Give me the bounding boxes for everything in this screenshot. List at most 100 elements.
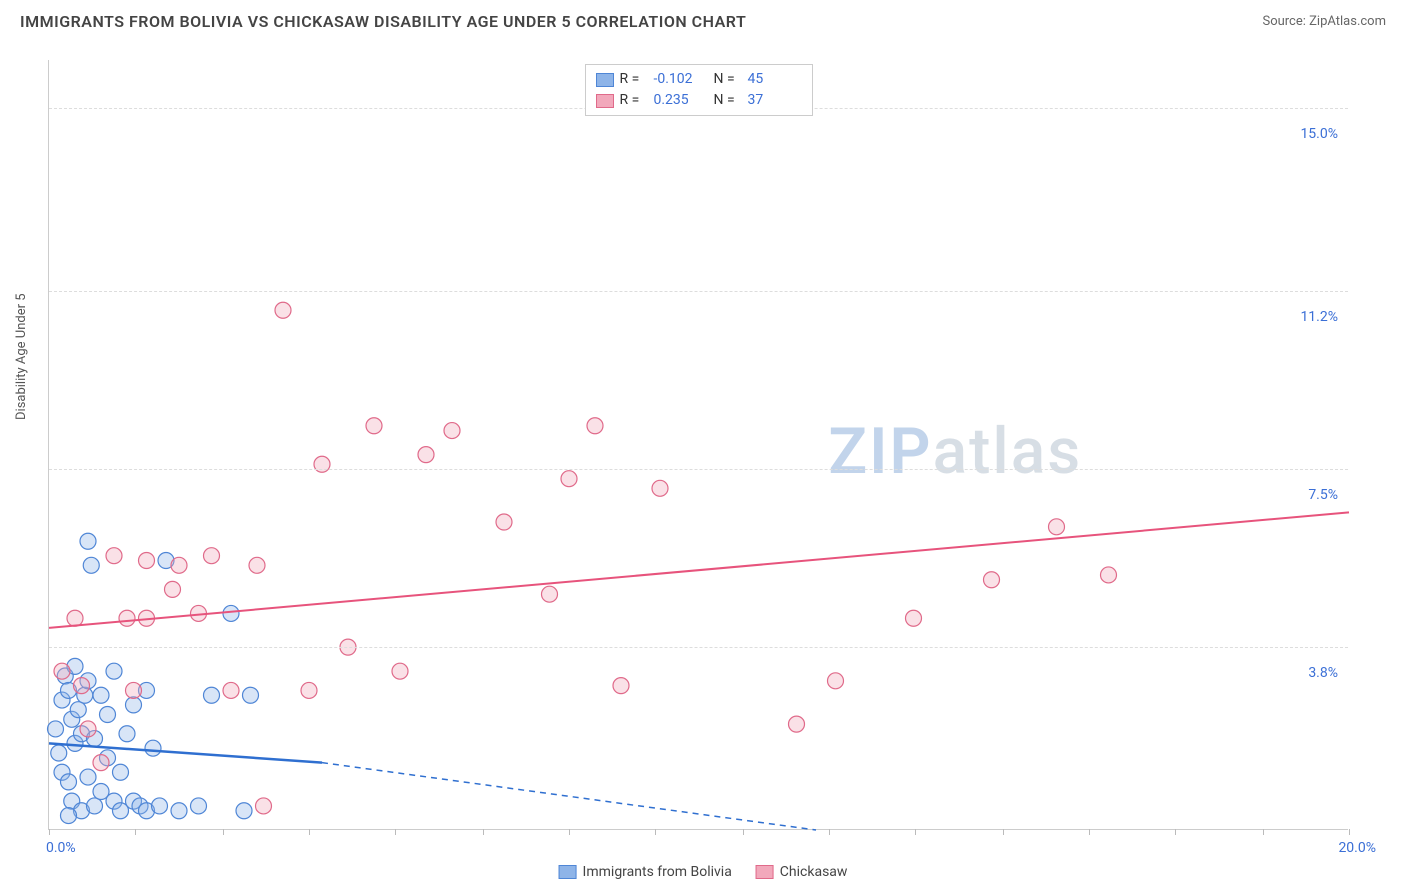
data-point	[256, 798, 272, 814]
data-point	[561, 471, 577, 487]
x-axis-max-label: 20.0%	[1338, 840, 1376, 856]
swatch-chickasaw-bottom	[756, 865, 774, 879]
data-point	[80, 533, 96, 549]
data-point	[83, 557, 99, 573]
data-point	[392, 663, 408, 679]
x-tick	[395, 829, 396, 835]
data-point	[191, 798, 207, 814]
data-point	[249, 557, 265, 573]
data-point	[106, 663, 122, 679]
data-point	[236, 803, 252, 819]
x-tick	[1175, 829, 1176, 835]
data-point	[496, 514, 512, 530]
data-point	[48, 721, 64, 737]
data-point	[204, 687, 220, 703]
data-point	[74, 678, 90, 694]
data-point	[113, 764, 129, 780]
gridline	[49, 291, 1348, 292]
x-tick	[223, 829, 224, 835]
gridline	[49, 469, 1348, 470]
y-tick-label: 11.2%	[1300, 309, 1338, 325]
data-point	[652, 480, 668, 496]
x-tick	[1263, 829, 1264, 835]
x-tick	[483, 829, 484, 835]
data-point	[171, 803, 187, 819]
data-point	[1101, 567, 1117, 583]
data-point	[54, 663, 70, 679]
data-point	[204, 548, 220, 564]
data-point	[828, 673, 844, 689]
x-tick	[135, 829, 136, 835]
data-point	[119, 610, 135, 626]
x-tick	[829, 829, 830, 835]
correlation-legend: R = -0.102 N = 45 R = 0.235 N = 37	[585, 64, 813, 116]
trendline-bolivia-dash	[322, 763, 816, 830]
data-point	[789, 716, 805, 732]
x-tick	[1003, 829, 1004, 835]
data-point	[165, 581, 181, 597]
x-tick	[309, 829, 310, 835]
legend-item-chickasaw: Chickasaw	[756, 864, 848, 880]
n-label: N =	[714, 90, 742, 111]
data-point	[223, 682, 239, 698]
data-point	[906, 610, 922, 626]
data-point	[100, 707, 116, 723]
swatch-chickasaw	[596, 94, 614, 108]
data-point	[984, 572, 1000, 588]
y-tick-label: 15.0%	[1300, 126, 1338, 142]
data-point	[61, 808, 77, 824]
data-point	[275, 302, 291, 318]
source-attribution: Source: ZipAtlas.com	[1262, 14, 1386, 29]
source-prefix: Source:	[1262, 14, 1309, 29]
r-label: R =	[620, 90, 648, 111]
x-axis-min-label: 0.0%	[46, 840, 76, 856]
x-tick	[1089, 829, 1090, 835]
data-point	[126, 682, 142, 698]
scatter-svg	[49, 60, 1348, 829]
data-point	[243, 687, 259, 703]
data-point	[106, 548, 122, 564]
legend-label-chickasaw: Chickasaw	[780, 864, 848, 880]
x-tick	[569, 829, 570, 835]
data-point	[80, 769, 96, 785]
legend-item-bolivia: Immigrants from Bolivia	[559, 864, 732, 880]
n-value-chickasaw: 37	[748, 90, 802, 111]
data-point	[152, 798, 168, 814]
data-point	[1049, 519, 1065, 535]
data-point	[366, 418, 382, 434]
n-label: N =	[714, 69, 742, 90]
series-legend: Immigrants from Bolivia Chickasaw	[559, 864, 848, 880]
data-point	[93, 687, 109, 703]
legend-row-chickasaw: R = 0.235 N = 37	[596, 90, 802, 111]
data-point	[139, 553, 155, 569]
x-tick	[743, 829, 744, 835]
x-tick	[915, 829, 916, 835]
data-point	[119, 726, 135, 742]
x-tick	[1349, 829, 1350, 835]
r-value-bolivia: -0.102	[654, 69, 708, 90]
y-tick-label: 7.5%	[1308, 487, 1338, 503]
data-point	[80, 721, 96, 737]
data-point	[613, 678, 629, 694]
r-label: R =	[620, 69, 648, 90]
y-axis-label: Disability Age Under 5	[14, 293, 29, 420]
source-name: ZipAtlas.com	[1309, 14, 1386, 29]
data-point	[301, 682, 317, 698]
y-tick-label: 3.8%	[1308, 665, 1338, 681]
data-point	[418, 447, 434, 463]
data-point	[223, 605, 239, 621]
x-tick	[49, 829, 50, 835]
data-point	[93, 755, 109, 771]
data-point	[70, 702, 86, 718]
data-point	[61, 774, 77, 790]
chart-plot-area: R = -0.102 N = 45 R = 0.235 N = 37 ZIPat…	[48, 60, 1348, 830]
data-point	[145, 740, 161, 756]
gridline	[49, 647, 1348, 648]
data-point	[87, 798, 103, 814]
legend-label-bolivia: Immigrants from Bolivia	[583, 864, 732, 880]
data-point	[542, 586, 558, 602]
data-point	[444, 423, 460, 439]
swatch-bolivia	[596, 73, 614, 87]
trendline-chickasaw	[49, 512, 1349, 628]
swatch-bolivia-bottom	[559, 865, 577, 879]
